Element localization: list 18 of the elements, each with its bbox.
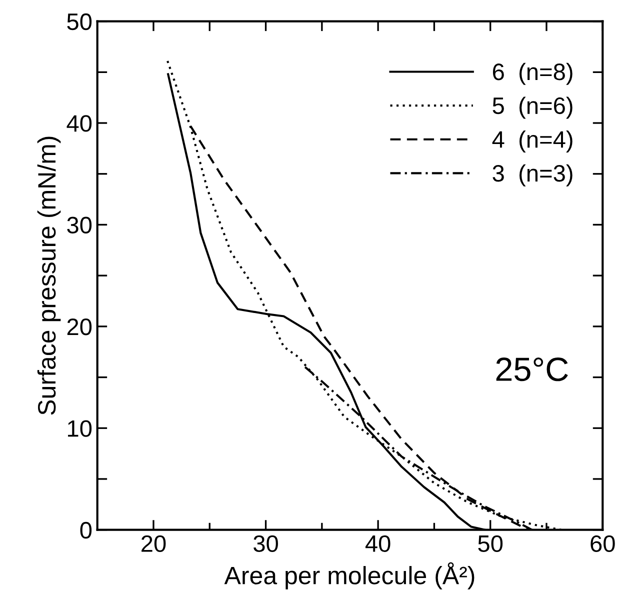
x-axis-title: Area per molecule (Å²): [224, 562, 474, 590]
y-tick-label: 50: [67, 13, 92, 30]
legend-label: 6 (n=8): [492, 62, 572, 85]
x-tick-label: 60: [590, 535, 615, 552]
y-tick-label: 20: [67, 318, 92, 336]
y-axis-title: Surface pressure (mN/m): [37, 136, 61, 415]
legend-label: 3 (n=3): [492, 164, 572, 186]
x-tick-label: 40: [365, 535, 390, 552]
legend-label: 5 (n=6): [492, 96, 572, 119]
y-tick-label: 0: [80, 522, 92, 539]
y-tick-label: 40: [66, 115, 92, 132]
annotation: 25°C: [496, 358, 568, 382]
x-tick-label: 50: [478, 535, 503, 552]
y-tick-label: 10: [68, 420, 92, 437]
x-tick-label: 20: [142, 535, 166, 552]
legend-label: 4 (n=4): [492, 130, 572, 153]
y-tick-label: 30: [67, 216, 92, 234]
x-tick-label: 30: [254, 535, 278, 552]
